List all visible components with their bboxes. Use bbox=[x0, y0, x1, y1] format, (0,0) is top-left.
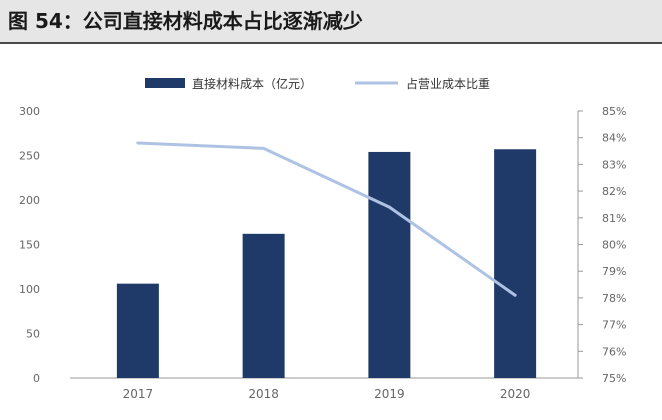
bar bbox=[368, 151, 411, 378]
y-right-tick-label: 76% bbox=[602, 345, 626, 358]
y-left-tick-label: 200 bbox=[19, 194, 40, 207]
axes: 0 50 100 150 200 250 300 75% 76% 77% 78% 79% 80% 81% 8… bbox=[19, 105, 626, 401]
combo-chart: 0 50 100 150 200 250 300 75% 76% 77% 78% 79% 80% 81% 8… bbox=[19, 76, 626, 401]
y-right-tick-label: 85% bbox=[602, 105, 626, 118]
y-left-tick-label: 150 bbox=[19, 239, 40, 252]
y-left-tick-label: 300 bbox=[19, 105, 40, 118]
y-left-tick-label: 50 bbox=[26, 328, 40, 341]
series-line bbox=[136, 141, 517, 297]
line-series bbox=[136, 141, 517, 297]
x-tick-label: 2020 bbox=[500, 387, 531, 401]
y-right-tick-label: 83% bbox=[602, 158, 626, 171]
y-right-tick-label: 81% bbox=[602, 212, 626, 225]
chart-area: 0 50 100 150 200 250 300 75% 76% 77% 78% 79% 80% 81% 8… bbox=[0, 44, 662, 416]
line-point bbox=[263, 147, 265, 149]
x-tick-label: 2017 bbox=[123, 387, 154, 401]
bar-series bbox=[116, 149, 537, 378]
bar bbox=[494, 149, 537, 378]
line-point bbox=[388, 206, 390, 208]
legend-label-line: 占营业成本比重 bbox=[406, 76, 490, 91]
y-right-tick-label: 77% bbox=[602, 319, 626, 332]
y-right-tick-label: 79% bbox=[602, 265, 626, 278]
bar bbox=[242, 233, 285, 378]
bar bbox=[116, 283, 159, 378]
figure-title: 图 54：公司直接材料成本占比逐渐减少 bbox=[0, 0, 662, 44]
y-right-tick-label: 78% bbox=[602, 292, 626, 305]
y-right-tick-label: 84% bbox=[602, 132, 626, 145]
y-left-tick-label: 250 bbox=[19, 150, 40, 163]
legend-label-bar: 直接材料成本（亿元） bbox=[192, 76, 312, 91]
line-point bbox=[514, 294, 516, 296]
y-right-tick-label: 75% bbox=[602, 372, 626, 385]
legend: 直接材料成本（亿元） 占营业成本比重 bbox=[145, 76, 490, 91]
x-tick-label: 2019 bbox=[374, 387, 405, 401]
legend-swatch-bar bbox=[145, 78, 185, 88]
y-left-tick-label: 100 bbox=[19, 283, 40, 296]
y-right-tick-label: 82% bbox=[602, 185, 626, 198]
y-left-tick-label: 0 bbox=[33, 372, 40, 385]
line-point bbox=[137, 142, 139, 144]
y-right-tick-label: 80% bbox=[602, 239, 626, 252]
x-tick-label: 2018 bbox=[248, 387, 279, 401]
